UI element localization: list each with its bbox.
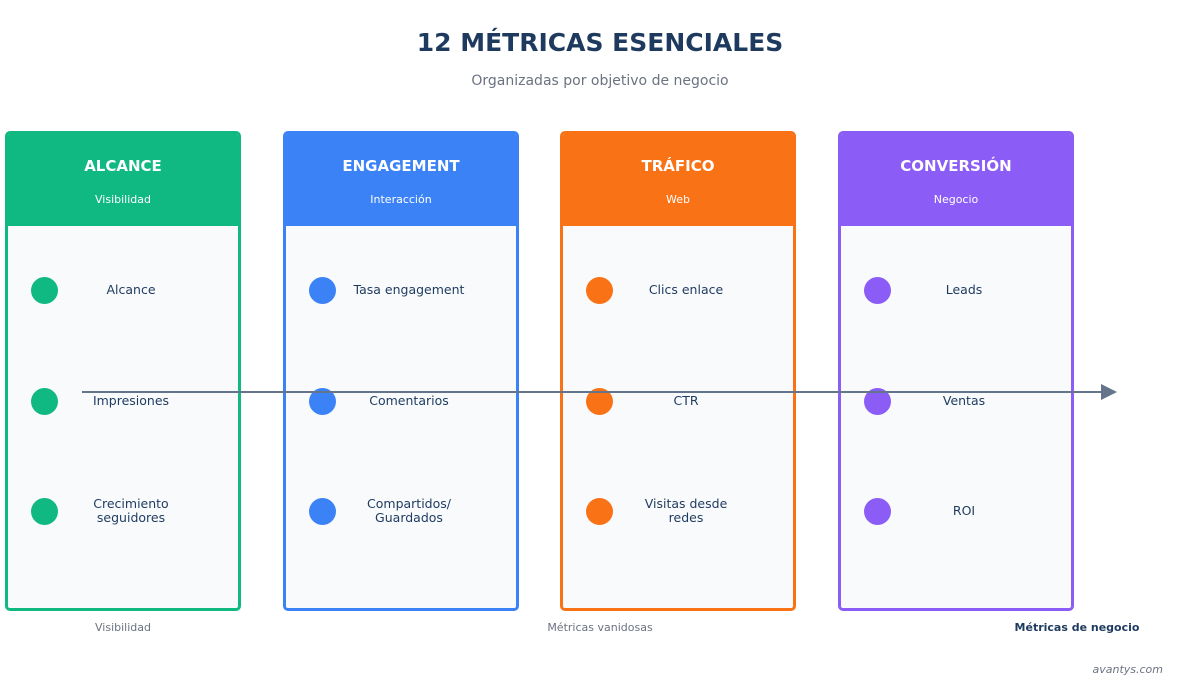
axis-end: Métricas de negocio bbox=[1014, 621, 1140, 634]
metric-label: Visitas desde redes bbox=[644, 496, 728, 525]
column-subtitle: Interacción bbox=[370, 193, 432, 206]
metric-label: Ventas bbox=[942, 393, 986, 408]
axis-start: Visibilidad bbox=[95, 621, 151, 634]
metric-label: Clics enlace bbox=[648, 282, 724, 297]
metric-label: ROI bbox=[952, 503, 976, 518]
subtitle: Organizadas por objetivo de negocio bbox=[471, 73, 729, 89]
column-title: TRÁFICO bbox=[641, 157, 715, 175]
title: 12 MÉTRICAS ESENCIALES bbox=[416, 28, 784, 57]
column-title: ALCANCE bbox=[84, 157, 162, 175]
column-subtitle: Web bbox=[666, 193, 690, 206]
column-card: ALCANCE Visibilidad bbox=[5, 131, 241, 611]
metric-dot bbox=[309, 277, 336, 304]
metric-dot bbox=[31, 388, 58, 415]
metric-label: Tasa engagement bbox=[353, 282, 465, 297]
metric-dot bbox=[864, 277, 891, 304]
column-card: ENGAGEMENT Interacción bbox=[283, 131, 519, 611]
metric-dot bbox=[586, 498, 613, 525]
column-header: ENGAGEMENT Interacción bbox=[286, 134, 516, 226]
metric-dot bbox=[31, 277, 58, 304]
metric-label: Leads bbox=[945, 282, 983, 297]
column-header: TRÁFICO Web bbox=[563, 134, 793, 226]
metric-label: Compartidos/ Guardados bbox=[367, 496, 451, 525]
column-card: TRÁFICO Web bbox=[560, 131, 796, 611]
column-title: ENGAGEMENT bbox=[342, 157, 460, 175]
metric-label: Comentarios bbox=[369, 393, 449, 408]
column-subtitle: Visibilidad bbox=[95, 193, 151, 206]
metric-dot bbox=[31, 498, 58, 525]
column-card: CONVERSIÓN Negocio bbox=[838, 131, 1074, 611]
column-subtitle: Negocio bbox=[933, 193, 979, 206]
watermark: avantys.com bbox=[1092, 663, 1163, 676]
column-title: CONVERSIÓN bbox=[900, 157, 1012, 175]
axis-middle: Métricas vanidosas bbox=[547, 621, 653, 634]
metric-label: Impresiones bbox=[92, 393, 170, 408]
column-header: ALCANCE Visibilidad bbox=[8, 134, 238, 226]
metric-label: CTR bbox=[673, 393, 699, 408]
metric-dot bbox=[864, 498, 891, 525]
metric-dot bbox=[309, 498, 336, 525]
metric-dot bbox=[586, 277, 613, 304]
metric-label: Crecimiento seguidores bbox=[93, 496, 169, 525]
metric-label: Alcance bbox=[106, 282, 156, 297]
column-header: CONVERSIÓN Negocio bbox=[841, 134, 1071, 226]
